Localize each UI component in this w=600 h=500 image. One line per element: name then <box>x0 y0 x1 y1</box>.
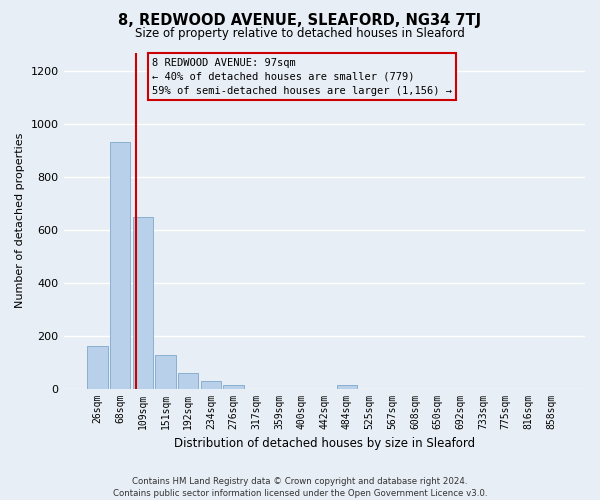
Bar <box>155 356 176 388</box>
Bar <box>110 142 130 388</box>
Bar <box>87 346 107 389</box>
Bar <box>133 216 153 388</box>
Text: Size of property relative to detached houses in Sleaford: Size of property relative to detached ho… <box>135 28 465 40</box>
Y-axis label: Number of detached properties: Number of detached properties <box>15 133 25 308</box>
X-axis label: Distribution of detached houses by size in Sleaford: Distribution of detached houses by size … <box>174 437 475 450</box>
Bar <box>178 372 199 388</box>
Text: 8, REDWOOD AVENUE, SLEAFORD, NG34 7TJ: 8, REDWOOD AVENUE, SLEAFORD, NG34 7TJ <box>118 12 482 28</box>
Bar <box>337 385 357 388</box>
Text: 8 REDWOOD AVENUE: 97sqm
← 40% of detached houses are smaller (779)
59% of semi-d: 8 REDWOOD AVENUE: 97sqm ← 40% of detache… <box>152 58 452 96</box>
Bar <box>200 381 221 388</box>
Bar <box>223 386 244 388</box>
Text: Contains HM Land Registry data © Crown copyright and database right 2024.
Contai: Contains HM Land Registry data © Crown c… <box>113 476 487 498</box>
